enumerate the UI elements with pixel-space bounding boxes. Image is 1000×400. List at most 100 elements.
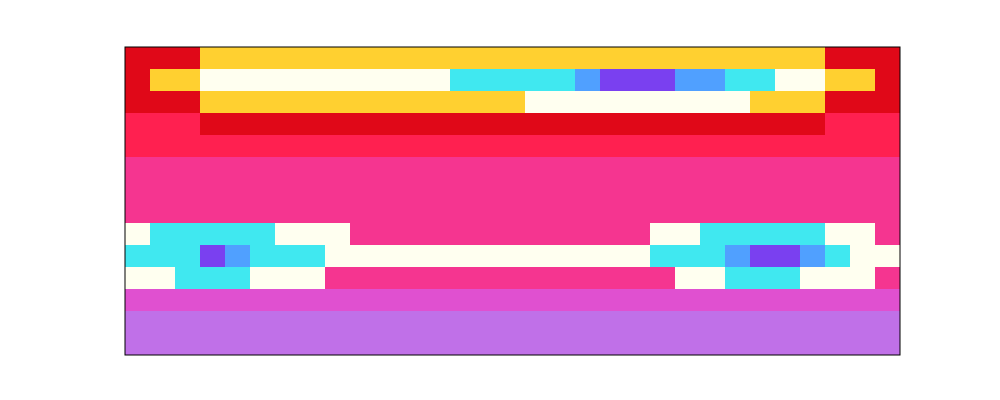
heatmap-cell [225, 245, 251, 268]
heatmap-cell [625, 267, 651, 290]
heatmap-cell [150, 289, 176, 312]
heatmap-cell [800, 223, 826, 246]
heatmap-cell [400, 311, 426, 334]
heatmap-cell [450, 245, 476, 268]
heatmap-cell [325, 47, 351, 70]
heatmap-cell [125, 333, 151, 355]
heatmap-cell [725, 201, 751, 224]
heatmap-cell [875, 289, 900, 312]
heatmap-cell [725, 245, 751, 268]
heatmap-cell [750, 91, 776, 114]
heatmap-cell [275, 179, 301, 202]
heatmap-cell [600, 91, 626, 114]
heatmap-cell [825, 333, 851, 355]
heatmap-cell [150, 113, 176, 136]
heatmap-cell [450, 91, 476, 114]
heatmap-cell [150, 267, 176, 290]
heatmap-cell [775, 201, 801, 224]
heatmap-cell [250, 289, 276, 312]
heatmap-cell [700, 267, 726, 290]
heatmap-cell [825, 179, 851, 202]
heatmap-cell [300, 69, 326, 92]
heatmap-cell [650, 69, 676, 92]
heatmap-cell [325, 91, 351, 114]
heatmap-cell [175, 245, 201, 268]
heatmap-cell [225, 201, 251, 224]
heatmap-cell [150, 91, 176, 114]
heatmap-cell [800, 69, 826, 92]
heatmap-cell [750, 157, 776, 180]
heatmap-cell [875, 267, 900, 290]
heatmap-cell [350, 179, 376, 202]
heatmap-cell [325, 179, 351, 202]
heatmap-cell [850, 311, 876, 334]
heatmap-cell [150, 333, 176, 355]
heatmap-cell [675, 311, 701, 334]
heatmap-cell [550, 113, 576, 136]
heatmap-cell [450, 201, 476, 224]
heatmap-cell [150, 69, 176, 92]
heatmap-cell [775, 69, 801, 92]
heatmap-cell [175, 201, 201, 224]
heatmap-cell [575, 113, 601, 136]
heatmap-cell [275, 245, 301, 268]
heatmap-cell [750, 245, 776, 268]
heatmap-cell [375, 289, 401, 312]
heatmap-cell [175, 157, 201, 180]
heatmap-cell [725, 157, 751, 180]
heatmap-cell [775, 223, 801, 246]
heatmap-cell [650, 113, 676, 136]
heatmap-cell [875, 157, 900, 180]
heatmap-cell [150, 47, 176, 70]
heatmap-cell [275, 289, 301, 312]
heatmap-cell [400, 333, 426, 355]
heatmap-cell [125, 223, 151, 246]
heatmap-cell [550, 267, 576, 290]
heatmap-cell [850, 157, 876, 180]
heatmap-cell [750, 289, 776, 312]
heatmap-cell [775, 91, 801, 114]
heatmap-cell [350, 135, 376, 158]
heatmap-cell [400, 201, 426, 224]
heatmap-cell [550, 91, 576, 114]
heatmap-cell [150, 223, 176, 246]
heatmap-cell [175, 223, 201, 246]
heatmap-cell [175, 289, 201, 312]
heatmap-cell [575, 289, 601, 312]
heatmap-cell [800, 289, 826, 312]
heatmap-cell [125, 135, 151, 158]
heatmap-cell [225, 157, 251, 180]
heatmap-cell [275, 267, 301, 290]
heatmap-cell [500, 91, 526, 114]
heatmap-cell [750, 113, 776, 136]
heatmap-cell [575, 179, 601, 202]
heatmap-cell [200, 179, 226, 202]
heatmap-cell [725, 311, 751, 334]
heatmap-cell [700, 91, 726, 114]
heatmap-cell [700, 223, 726, 246]
heatmap-cell [325, 311, 351, 334]
heatmap-cell [550, 289, 576, 312]
heatmap-cell [300, 245, 326, 268]
heatmap-cell [675, 267, 701, 290]
heatmap-cell [200, 311, 226, 334]
heatmap-cell [675, 201, 701, 224]
heatmap-cell [450, 333, 476, 355]
heatmap-cell [800, 135, 826, 158]
heatmap-cell [650, 201, 676, 224]
heatmap-cell [375, 91, 401, 114]
heatmap-cell [600, 223, 626, 246]
heatmap-cell [675, 135, 701, 158]
heatmap-cell [650, 333, 676, 355]
heatmap-cell [850, 245, 876, 268]
heatmap-cell [875, 333, 900, 355]
heatmap-cell [850, 135, 876, 158]
heatmap-cell [825, 223, 851, 246]
heatmap-cell [725, 113, 751, 136]
heatmap-cell [850, 179, 876, 202]
heatmap-cell [300, 289, 326, 312]
heatmap-cell [125, 91, 151, 114]
heatmap-cell [775, 245, 801, 268]
heatmap-cell [350, 201, 376, 224]
heatmap-cell [500, 157, 526, 180]
